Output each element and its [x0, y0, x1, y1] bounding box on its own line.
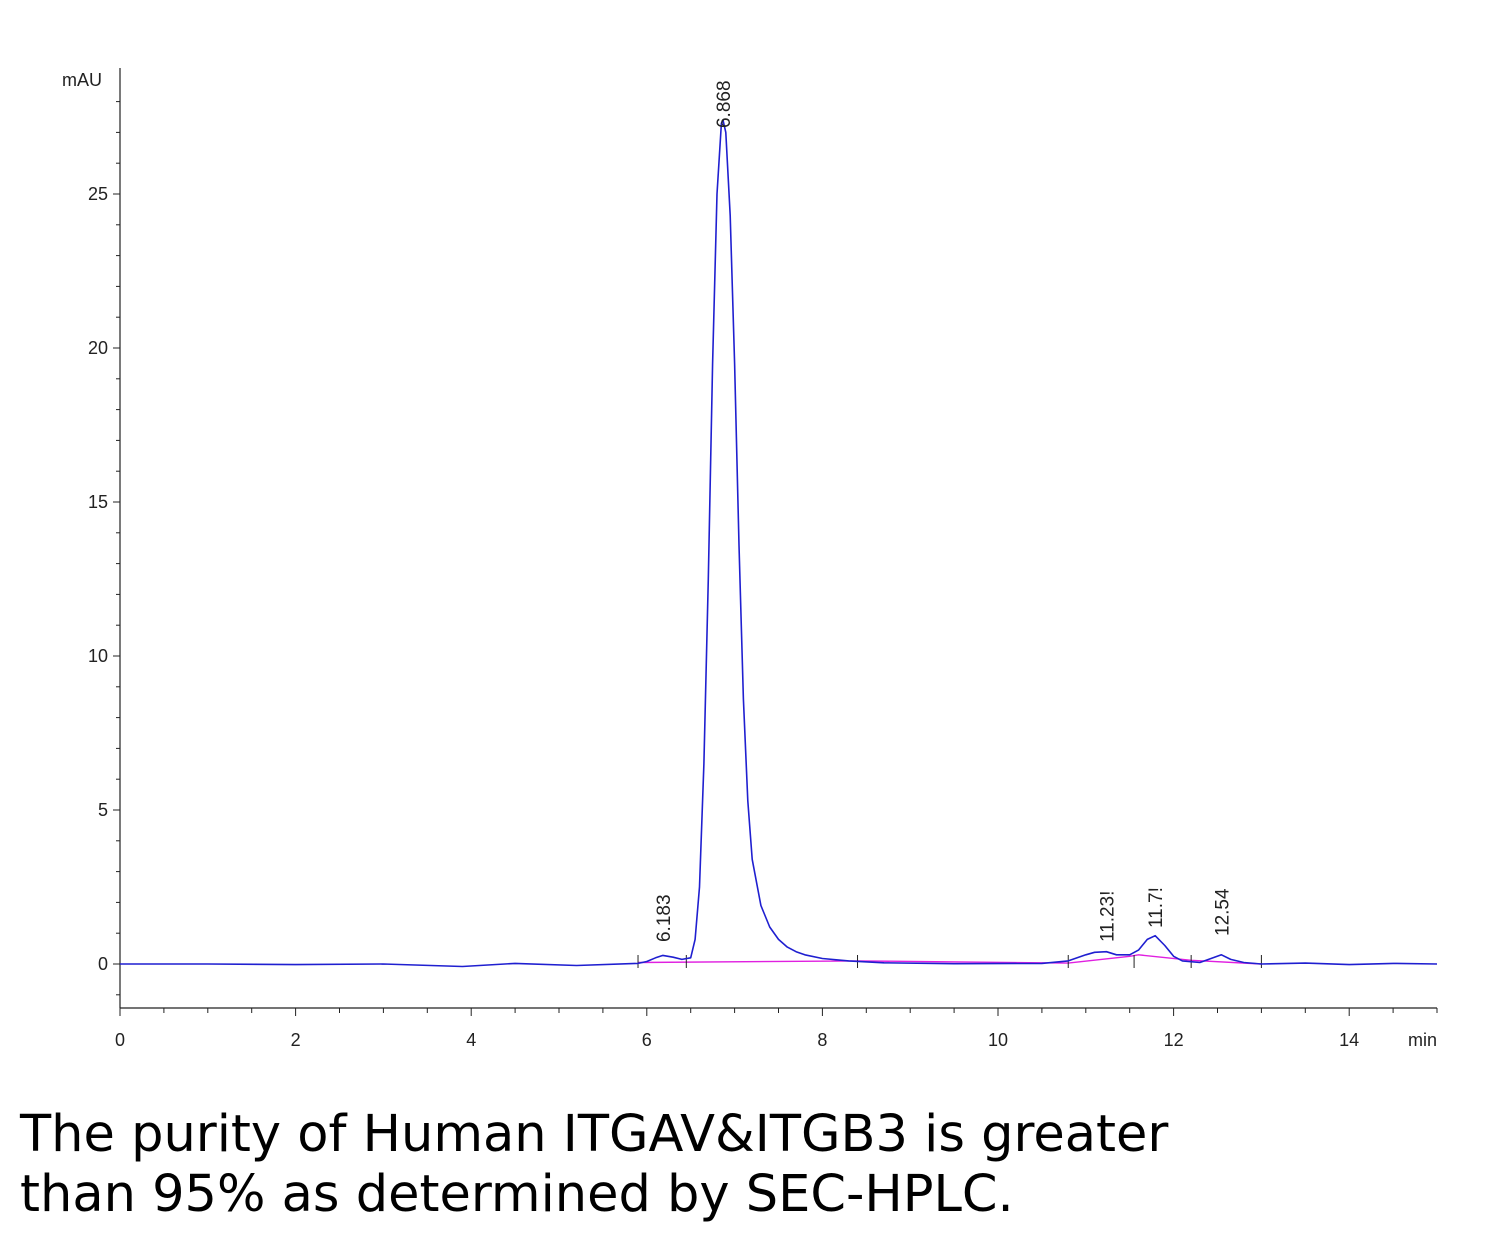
x-tick-label: 6 [642, 1030, 652, 1050]
y-tick-label: 25 [88, 184, 108, 204]
y-tick-label: 5 [98, 800, 108, 820]
x-axis-label: min [1408, 1030, 1437, 1050]
y-tick-label: 0 [98, 954, 108, 974]
x-tick-label: 12 [1164, 1030, 1184, 1050]
caption-line-2: than 95% as determined by SEC-HPLC. [20, 1165, 1014, 1224]
peak-labels: 6.183 6.868 11.23! 11.7! 12.54 [654, 80, 1233, 942]
figure-caption: The purity of Human ITGAV&ITGB3 is great… [20, 1105, 1480, 1225]
peak-label: 12.54 [1212, 888, 1233, 936]
x-tick-label: 10 [988, 1030, 1008, 1050]
x-tick-label: 4 [466, 1030, 476, 1050]
peak-label: 11.7! [1146, 887, 1167, 928]
y-axis-label: mAU [62, 70, 102, 90]
chromatogram-trace [120, 119, 1438, 968]
baseline-line [637, 954, 1262, 965]
peak-label: 6.183 [654, 894, 675, 942]
chromatogram-chart: 0 5 10 15 20 25 mAU 0 2 4 6 8 10 12 14 min 6.183 6.868 11… [62, 68, 1438, 1050]
integration-baseline [637, 954, 1262, 968]
y-tick-label: 15 [88, 492, 108, 512]
caption-line-1: The purity of Human ITGAV&ITGB3 is great… [20, 1105, 1169, 1164]
trace-line [120, 119, 1438, 968]
x-tick-label: 0 [115, 1030, 125, 1050]
x-tick-label: 14 [1339, 1030, 1359, 1050]
peak-label: 11.23! [1097, 891, 1118, 942]
y-tick-label: 20 [88, 338, 108, 358]
peak-label: 6.868 [714, 80, 735, 128]
chart-axes: 0 5 10 15 20 25 mAU 0 2 4 6 8 10 12 14 min [62, 68, 1438, 1050]
x-tick-label: 8 [817, 1030, 827, 1050]
y-tick-label: 10 [88, 646, 108, 666]
x-tick-label: 2 [291, 1030, 301, 1050]
